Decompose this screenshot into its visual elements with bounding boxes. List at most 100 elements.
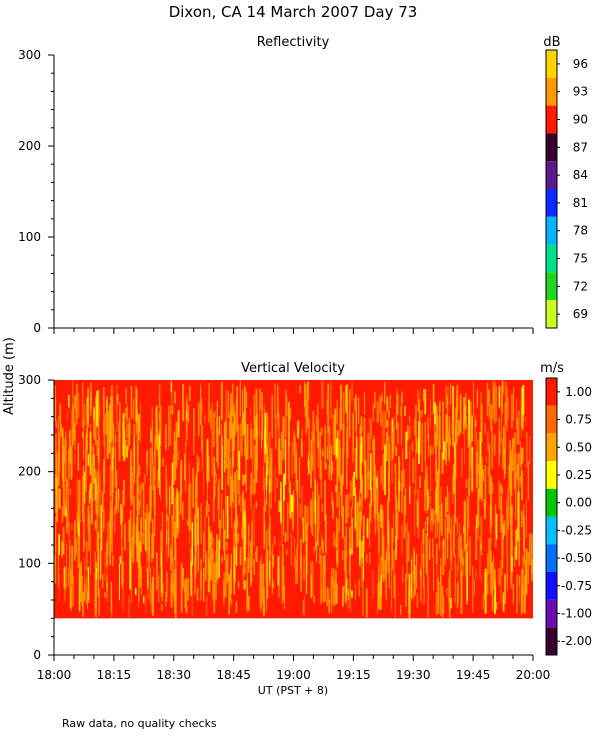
colorbar-label: 1.00	[565, 385, 592, 399]
velocity-streak	[321, 503, 323, 512]
velocity-streak	[406, 523, 408, 564]
velocity-streak	[500, 561, 502, 603]
velocity-streak	[78, 492, 80, 522]
velocity-streak	[267, 415, 269, 439]
velocity-streak	[241, 526, 244, 539]
velocity-streak	[521, 470, 523, 501]
velocity-streak	[335, 570, 337, 604]
velocity-streak	[411, 442, 414, 452]
colorbar-swatch	[546, 544, 557, 572]
velocity-streak	[59, 438, 61, 472]
velocity-streak	[253, 406, 255, 426]
velocity-streak	[394, 463, 397, 473]
velocity-streak	[137, 503, 139, 526]
velocity-streak	[488, 538, 490, 575]
velocity-streak	[436, 543, 438, 565]
velocity-streak	[68, 394, 70, 408]
velocity-streak	[266, 461, 267, 505]
velocity-streak	[355, 394, 357, 432]
velocity-streak	[67, 567, 69, 587]
velocity-streak	[197, 507, 199, 545]
velocity-streak	[306, 506, 309, 527]
velocity-streak	[280, 482, 282, 522]
velocity-streak	[67, 410, 68, 421]
velocity-streak	[447, 395, 448, 443]
velocity-streak	[221, 445, 223, 490]
velocity-streak	[398, 456, 401, 484]
velocity-streak	[492, 380, 494, 420]
colorbar-swatch	[546, 571, 557, 600]
velocity-streak	[277, 396, 279, 413]
velocity-streak	[177, 410, 180, 438]
velocity-streak	[300, 554, 302, 592]
velocity-streak	[297, 479, 298, 510]
velocity-streak	[241, 418, 243, 457]
velocity-streak	[480, 542, 482, 550]
velocity-streak	[239, 423, 242, 453]
velocity-streak	[327, 385, 330, 434]
velocity-streak	[421, 410, 423, 418]
velocity-streak	[465, 415, 467, 430]
velocity-streak	[518, 491, 520, 542]
velocity-streak	[103, 509, 105, 529]
velocity-streak	[129, 546, 132, 590]
colorbar-swatch	[546, 272, 557, 301]
velocity-streak	[251, 520, 253, 567]
velocity-streak	[85, 447, 87, 492]
velocity-streak	[143, 595, 145, 604]
velocity-streak	[359, 490, 361, 539]
velocity-streak	[237, 425, 239, 469]
velocity-streak	[516, 527, 518, 547]
velocity-streak	[376, 401, 379, 422]
velocity-streak	[267, 456, 269, 476]
velocity-streak	[346, 384, 349, 422]
velocity-streak	[280, 449, 282, 475]
velocity-streak	[379, 395, 380, 413]
velocity-streak	[248, 557, 250, 569]
velocity-streak	[55, 524, 56, 568]
x-tick-label: 18:45	[216, 668, 251, 682]
velocity-streak	[208, 526, 211, 550]
velocity-streak	[276, 478, 279, 489]
velocity-streak	[68, 523, 70, 538]
velocity-streak	[243, 580, 246, 590]
velocity-streak	[171, 382, 173, 405]
velocity-streak	[75, 537, 77, 555]
velocity-streak	[340, 384, 342, 431]
velocity-streak	[346, 578, 348, 595]
velocity-streak	[147, 569, 149, 589]
velocity-streak	[141, 566, 142, 596]
velocity-streak	[435, 486, 437, 515]
velocity-streak	[171, 405, 174, 415]
velocity-streak	[452, 464, 455, 494]
velocity-streak	[139, 541, 141, 588]
velocity-streak	[356, 521, 358, 548]
velocity-streak	[260, 571, 263, 612]
velocity-streak	[387, 520, 390, 546]
velocity-streak	[185, 604, 188, 614]
velocity-streak	[431, 518, 433, 532]
velocity-streak	[463, 557, 465, 566]
velocity-streak	[447, 577, 449, 604]
velocity-streak	[85, 541, 88, 571]
velocity-streak	[511, 394, 513, 429]
velocity-streak	[281, 558, 284, 604]
velocity-streak	[283, 473, 285, 501]
reflectivity-title: Reflectivity	[257, 35, 330, 50]
velocity-streak	[434, 497, 436, 540]
velocity-streak	[388, 444, 391, 462]
velocity-streak	[84, 513, 85, 526]
velocity-streak	[343, 536, 346, 572]
velocity-streak	[55, 433, 57, 469]
velocity-streak	[139, 466, 141, 477]
velocity-streak	[513, 387, 514, 421]
velocity-streak	[137, 414, 140, 441]
velocity-streak	[469, 536, 471, 576]
velocity-streak	[433, 509, 435, 525]
velocity-streak	[233, 480, 235, 509]
velocity-streak	[123, 413, 125, 462]
velocity-streak	[55, 451, 57, 495]
velocity-streak	[89, 431, 92, 476]
velocity-streak	[93, 406, 95, 420]
velocity-streak	[344, 553, 347, 604]
